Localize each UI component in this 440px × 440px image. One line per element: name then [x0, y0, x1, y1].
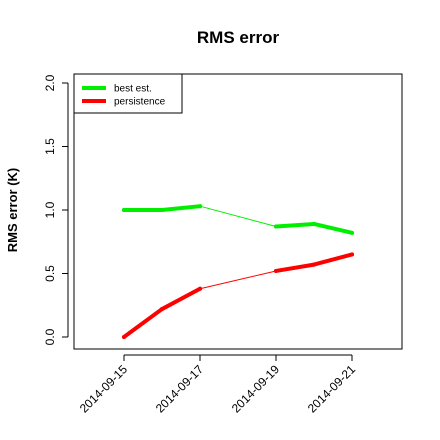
x-tick-label: 2014-09-15	[77, 362, 131, 416]
data-point	[122, 208, 126, 212]
data-point	[312, 221, 316, 226]
y-tick-label: 1.5	[43, 138, 57, 155]
series-best-est	[122, 204, 354, 235]
series-segment	[312, 252, 354, 267]
data-point	[274, 224, 278, 229]
data-point	[312, 262, 316, 267]
x-tick-label: 2014-09-21	[305, 362, 359, 416]
series-segment	[160, 286, 202, 312]
data-point	[274, 268, 278, 273]
x-tick-label: 2014-09-17	[153, 362, 207, 416]
data-point	[160, 208, 164, 212]
series-segment	[199, 205, 277, 228]
plot-frame	[73, 73, 403, 350]
series-segment	[274, 221, 316, 229]
y-axis: 0.0 0.5 1.0 1.5 2.0	[43, 74, 69, 345]
series-segment	[160, 204, 202, 212]
data-point	[350, 230, 354, 235]
data-point	[198, 286, 202, 291]
chart-title: RMS error	[197, 28, 280, 47]
series-segment	[274, 262, 316, 273]
y-tick-label: 1.0	[43, 201, 57, 218]
series-segment	[199, 270, 277, 290]
series-segment	[312, 221, 354, 235]
legend-box	[73, 73, 183, 114]
data-point	[160, 307, 164, 312]
series-persistence	[122, 252, 354, 339]
x-axis: 2014-09-15 2014-09-17 2014-09-19 2014-09-21	[77, 354, 359, 416]
legend-label: best est.	[114, 84, 152, 95]
legend-label: persistence	[114, 97, 166, 108]
data-point	[122, 335, 126, 339]
series-segment	[122, 307, 164, 339]
data-point	[198, 204, 202, 209]
x-tick-label: 2014-09-19	[229, 362, 283, 416]
data-point	[350, 252, 354, 257]
y-tick-label: 0.0	[43, 328, 57, 345]
y-tick-label: 0.5	[43, 265, 57, 282]
series-layer	[122, 204, 354, 339]
y-axis-label: RMS error (K)	[5, 168, 20, 253]
y-tick-label: 2.0	[43, 74, 57, 91]
legend: best est. persistence	[73, 73, 183, 114]
